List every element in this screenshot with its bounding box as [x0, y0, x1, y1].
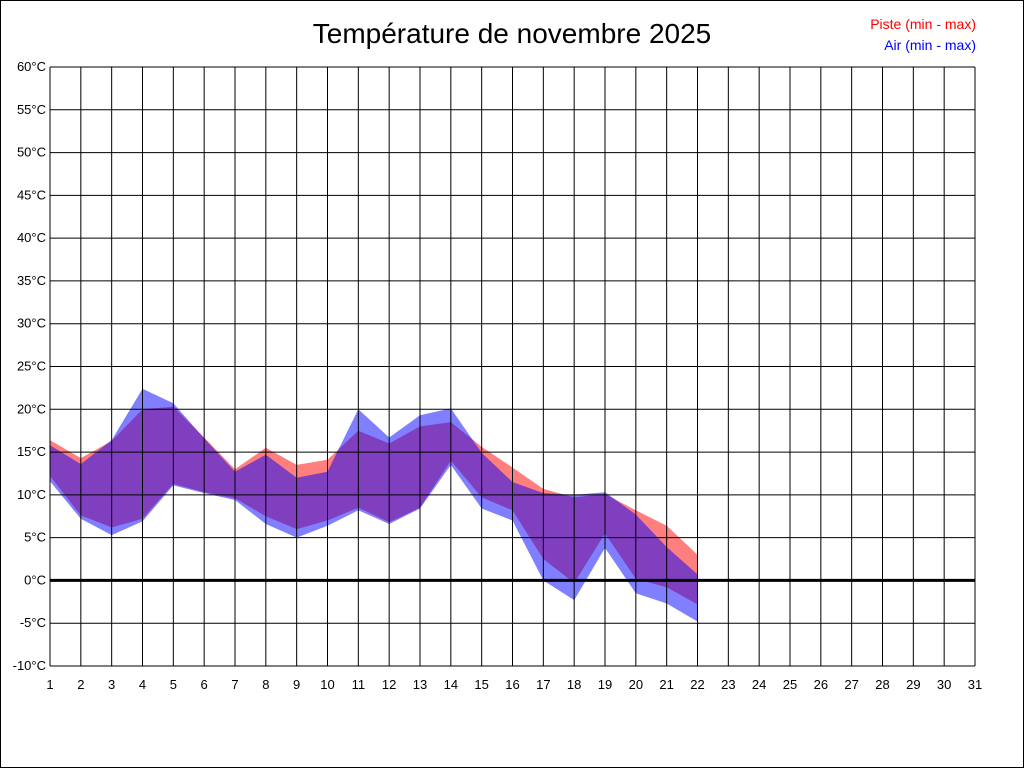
- x-tick-label: 9: [293, 677, 300, 692]
- x-tick-label: 30: [937, 677, 951, 692]
- y-tick-label: 20°C: [17, 401, 46, 416]
- y-tick-label: 25°C: [17, 359, 46, 374]
- y-tick-label: 35°C: [17, 273, 46, 288]
- legend: Piste (min - max) Air (min - max): [870, 14, 976, 56]
- x-tick-label: 14: [444, 677, 458, 692]
- x-tick-label: 24: [752, 677, 766, 692]
- y-tick-label: 15°C: [17, 444, 46, 459]
- x-tick-label: 6: [201, 677, 208, 692]
- x-tick-label: 8: [262, 677, 269, 692]
- x-tick-label: 10: [320, 677, 334, 692]
- x-tick-label: 31: [968, 677, 982, 692]
- x-tick-label: 1: [46, 677, 53, 692]
- x-tick-label: 12: [382, 677, 396, 692]
- x-tick-label: 21: [659, 677, 673, 692]
- y-tick-label: 45°C: [17, 187, 46, 202]
- x-tick-label: 27: [844, 677, 858, 692]
- legend-entry-piste: Piste (min - max): [870, 16, 976, 32]
- x-tick-label: 19: [598, 677, 612, 692]
- chart-title: Température de novembre 2025: [312, 18, 712, 49]
- y-tick-label: 55°C: [17, 102, 46, 117]
- x-tick-label: 29: [906, 677, 920, 692]
- x-tick-label: 13: [413, 677, 427, 692]
- series-areas: [50, 388, 698, 622]
- x-tick-label: 16: [505, 677, 519, 692]
- y-tick-label: 50°C: [17, 145, 46, 160]
- x-tick-labels: 1 2 3 4 5 6 7 8 9 10 11 12 13 14 15 16 17 18 19 20 21 22 23 24 2…: [46, 677, 982, 692]
- x-tick-label: 25: [783, 677, 797, 692]
- x-tick-label: 28: [875, 677, 889, 692]
- series-band-air: [50, 388, 698, 622]
- x-tick-label: 11: [352, 677, 366, 692]
- x-tick-label: 20: [629, 677, 643, 692]
- legend-entry-air: Air (min - max): [884, 37, 976, 53]
- x-tick-label: 23: [721, 677, 735, 692]
- grid-lines: [49, 66, 976, 667]
- x-tick-label: 15: [474, 677, 488, 692]
- x-tick-label: 7: [231, 677, 238, 692]
- y-tick-label: 5°C: [24, 530, 46, 545]
- y-tick-label: 0°C: [24, 572, 46, 587]
- y-tick-labels: -10°C -5°C 0°C 5°C 10°C 15°C 20°C 25°C 30°C 35°C 4…: [13, 59, 46, 673]
- x-tick-label: 22: [690, 677, 704, 692]
- x-tick-label: 5: [170, 677, 177, 692]
- x-tick-label: 2: [77, 677, 84, 692]
- x-tick-label: 4: [139, 677, 146, 692]
- y-tick-label: 30°C: [17, 316, 46, 331]
- x-tick-label: 18: [567, 677, 581, 692]
- x-tick-label: 26: [814, 677, 828, 692]
- x-tick-label: 17: [536, 677, 550, 692]
- y-tick-label: 40°C: [17, 230, 46, 245]
- y-tick-label: -5°C: [20, 615, 46, 630]
- x-tick-label: 3: [108, 677, 115, 692]
- y-tick-label: -10°C: [13, 658, 46, 673]
- y-tick-label: 60°C: [17, 59, 46, 74]
- y-tick-label: 10°C: [17, 487, 46, 502]
